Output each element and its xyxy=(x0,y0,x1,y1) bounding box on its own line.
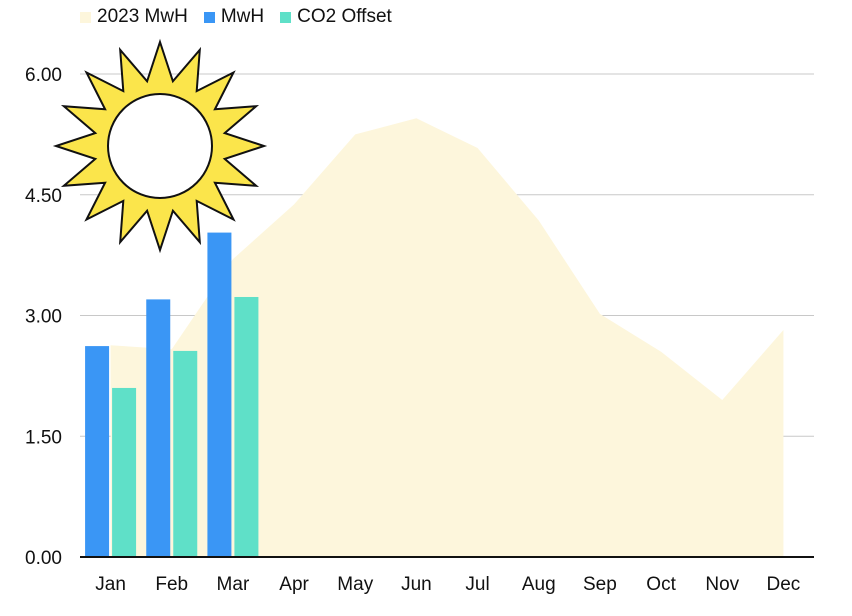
bar-mwh-feb xyxy=(146,299,171,557)
x-tick-label: Jan xyxy=(95,574,126,595)
bar-mwh-mar xyxy=(207,232,232,557)
legend-swatch-2023 xyxy=(80,11,91,23)
x-tick-label: Oct xyxy=(646,574,676,595)
x-tick-label: Dec xyxy=(767,574,801,595)
area-2023-mwh xyxy=(110,118,784,558)
sun-icon xyxy=(52,38,268,254)
y-tick-label: 4.50 xyxy=(25,186,62,207)
legend-swatch-co2 xyxy=(280,11,292,23)
bar-co2-offset-jan xyxy=(112,387,137,557)
legend-label-co2: CO2 Offset xyxy=(297,6,392,27)
x-tick-label: Apr xyxy=(279,574,309,595)
bar-co2-offset-mar xyxy=(234,296,259,557)
x-axis-tick-labels: Jan Feb Mar Apr May Jun Jul Aug Sep Oct Nov Dec xyxy=(95,574,800,595)
x-tick-label: Jun xyxy=(401,574,432,595)
legend-item-2023[interactable]: 2023 MwH xyxy=(80,6,188,28)
y-axis-tick-labels: 0.00 1.50 3.00 4.50 6.00 xyxy=(25,65,62,569)
bar-mwh-jan xyxy=(85,346,110,557)
legend-swatch-mwh xyxy=(203,11,215,23)
sun-disc xyxy=(107,93,213,199)
x-tick-label: Jul xyxy=(465,574,489,595)
legend-item-co2[interactable]: CO2 Offset xyxy=(280,6,392,28)
area-series-2023 xyxy=(110,118,784,558)
y-tick-label: 0.00 xyxy=(25,548,62,569)
x-tick-label: Aug xyxy=(522,574,556,595)
x-tick-label: Mar xyxy=(217,574,250,595)
bar-co2-offset-feb xyxy=(173,350,198,557)
y-tick-label: 3.00 xyxy=(25,307,62,328)
y-tick-label: 6.00 xyxy=(25,65,62,86)
chart-legend: 2023 MwH MwH CO2 Offset xyxy=(80,6,392,28)
legend-label-2023: 2023 MwH xyxy=(97,6,188,27)
legend-item-mwh[interactable]: MwH xyxy=(203,6,265,28)
x-tick-label: Sep xyxy=(583,574,617,595)
y-tick-label: 1.50 xyxy=(25,427,62,448)
legend-label-mwh: MwH xyxy=(220,6,265,27)
x-tick-label: Feb xyxy=(155,574,188,595)
bar-series xyxy=(85,232,259,557)
x-tick-label: Nov xyxy=(705,574,739,595)
x-tick-label: May xyxy=(337,574,373,595)
